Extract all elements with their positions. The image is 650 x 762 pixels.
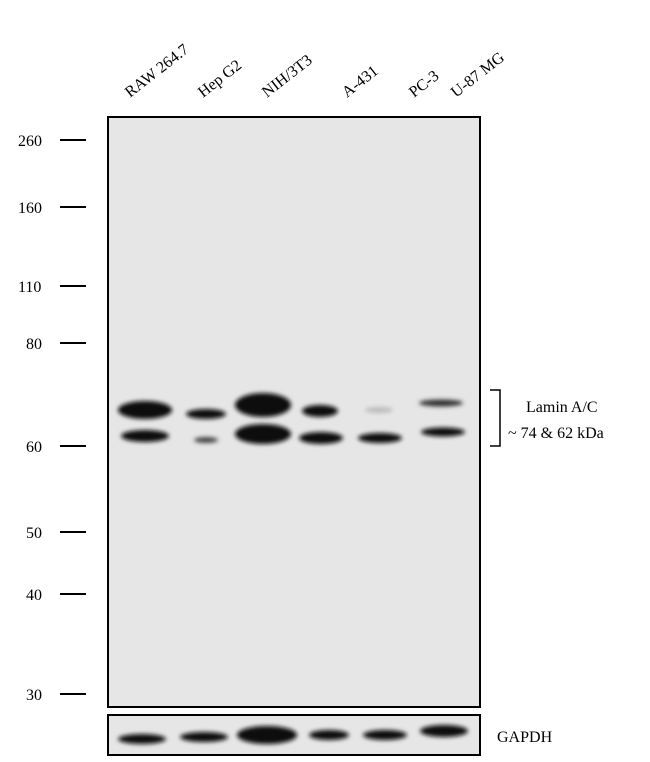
lane-label: NIH/3T3 — [259, 52, 316, 102]
marker-label: 30 — [26, 687, 42, 704]
bracket — [490, 389, 501, 447]
marker-label: 110 — [18, 279, 41, 296]
lane-label: A-431 — [339, 63, 382, 102]
marker-label: 40 — [26, 587, 42, 604]
protein-label: Lamin A/C — [526, 399, 598, 416]
size-label: ~ 74 & 62 kDa — [508, 425, 604, 442]
lane-label: RAW 264.7 — [122, 41, 192, 101]
lane-label: PC-3 — [406, 67, 442, 101]
band — [186, 409, 226, 419]
band — [419, 399, 463, 407]
band — [363, 730, 407, 740]
band — [309, 730, 349, 740]
band — [118, 734, 166, 744]
loading-control-label: GAPDH — [497, 729, 553, 746]
band — [358, 433, 402, 443]
band — [299, 432, 343, 444]
band — [420, 725, 468, 737]
lane-label: Hep G2 — [195, 57, 245, 101]
band — [118, 401, 172, 419]
band — [235, 424, 291, 444]
band — [180, 732, 228, 742]
band — [121, 430, 169, 442]
marker-label: 80 — [26, 336, 42, 353]
band — [421, 427, 465, 437]
gapdh-bands — [118, 725, 468, 744]
marker-label: 260 — [18, 133, 42, 150]
band — [302, 405, 338, 417]
bands — [118, 393, 465, 444]
lane-label: U-87 MG — [448, 49, 508, 101]
band — [237, 726, 297, 744]
band — [235, 393, 291, 417]
marker-ladder: 260 160 110 80 60 50 40 30 — [18, 133, 86, 704]
band — [365, 407, 393, 413]
marker-label: 50 — [26, 525, 42, 542]
marker-label: 60 — [26, 439, 42, 456]
band — [194, 437, 218, 443]
marker-label: 160 — [18, 200, 42, 217]
